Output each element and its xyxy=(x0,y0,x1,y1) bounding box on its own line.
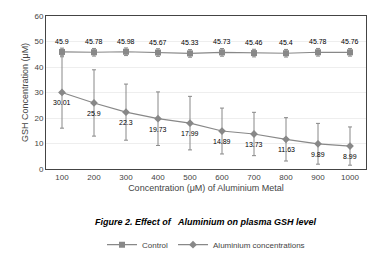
svg-text:800: 800 xyxy=(279,173,293,182)
svg-text:45.46: 45.46 xyxy=(245,39,263,46)
svg-text:22.3: 22.3 xyxy=(119,119,133,126)
svg-text:8.99: 8.99 xyxy=(343,153,357,160)
svg-text:11.63: 11.63 xyxy=(278,146,295,153)
svg-text:9.89: 9.89 xyxy=(311,151,325,158)
svg-text:700: 700 xyxy=(247,173,261,182)
svg-text:400: 400 xyxy=(151,173,165,182)
svg-text:45.33: 45.33 xyxy=(181,39,199,46)
svg-text:45.73: 45.73 xyxy=(213,38,231,45)
svg-text:14.89: 14.89 xyxy=(213,138,231,145)
svg-text:900: 900 xyxy=(311,173,325,182)
svg-text:40: 40 xyxy=(34,63,43,72)
svg-text:19.73: 19.73 xyxy=(149,126,167,133)
svg-text:25.9: 25.9 xyxy=(87,110,101,117)
svg-text:30: 30 xyxy=(34,88,43,97)
svg-text:45.98: 45.98 xyxy=(117,38,135,45)
svg-text:Concentration (μM) of Aluminiu: Concentration (μM) of Aluminium Metal xyxy=(128,183,284,193)
svg-text:Figure 2. Effect of Aluminiu: Figure 2. Effect of Aluminium on plasma … xyxy=(95,217,317,227)
svg-text:45.76: 45.76 xyxy=(341,38,359,45)
svg-text:45.67: 45.67 xyxy=(149,39,167,46)
svg-text:Aluminium concentrations: Aluminium concentrations xyxy=(213,241,305,250)
svg-text:60: 60 xyxy=(34,12,43,21)
svg-text:Control: Control xyxy=(142,241,168,250)
svg-text:45.9: 45.9 xyxy=(55,38,69,45)
svg-text:30.01: 30.01 xyxy=(53,99,71,106)
svg-text:10: 10 xyxy=(34,139,43,148)
svg-text:GSH Concentration (μM): GSH Concentration (μM) xyxy=(20,43,30,142)
svg-text:50: 50 xyxy=(34,37,43,46)
svg-text:20: 20 xyxy=(34,114,43,123)
svg-text:500: 500 xyxy=(183,173,197,182)
svg-text:200: 200 xyxy=(87,173,101,182)
svg-text:300: 300 xyxy=(119,173,133,182)
svg-text:600: 600 xyxy=(215,173,229,182)
svg-text:45.78: 45.78 xyxy=(85,38,103,45)
svg-text:45.4: 45.4 xyxy=(279,39,293,46)
svg-text:17.99: 17.99 xyxy=(181,130,199,137)
svg-text:13.73: 13.73 xyxy=(245,141,263,148)
svg-text:0: 0 xyxy=(39,165,44,174)
svg-text:100: 100 xyxy=(55,173,69,182)
svg-text:45.78: 45.78 xyxy=(309,38,327,45)
svg-text:1000: 1000 xyxy=(341,173,359,182)
